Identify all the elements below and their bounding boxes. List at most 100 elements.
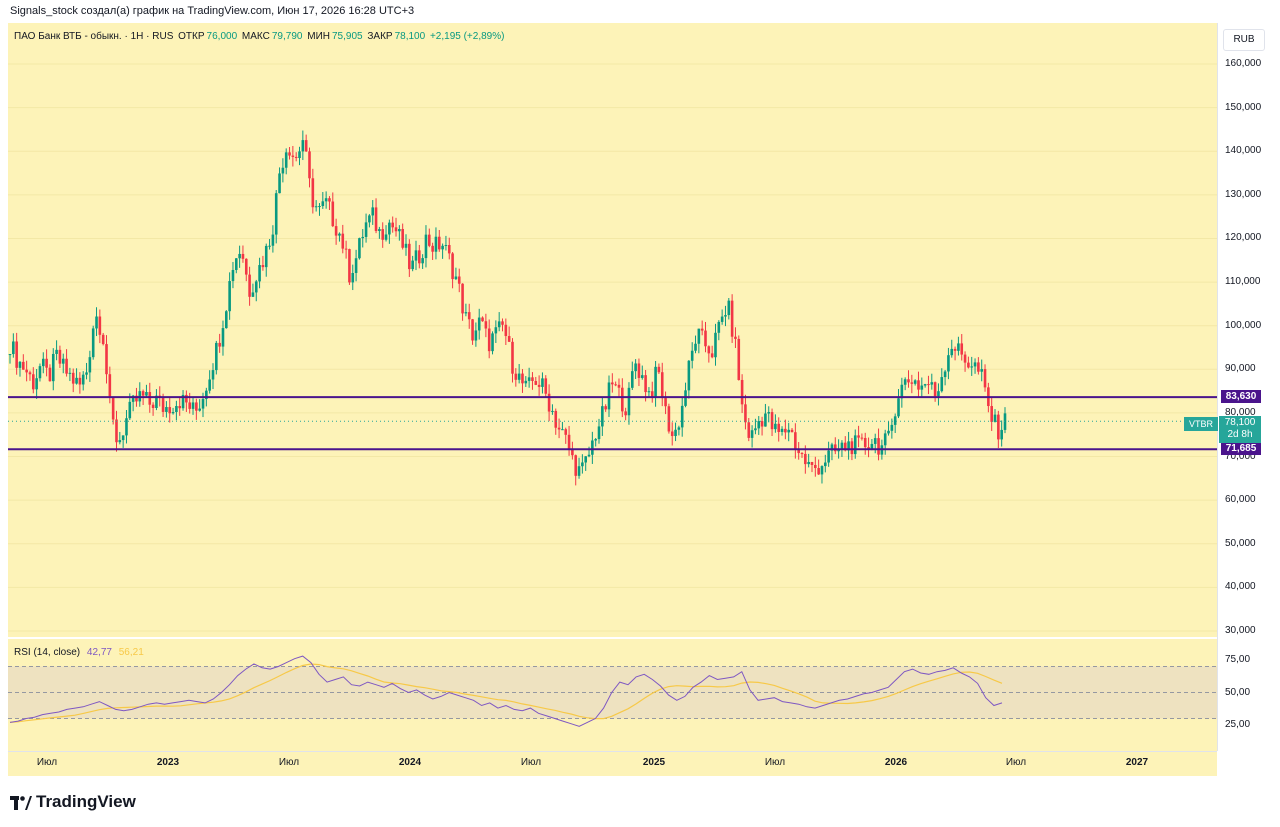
candle-body (657, 366, 661, 373)
candle-body (228, 281, 231, 312)
candle-body (501, 321, 504, 325)
candle-body (205, 390, 208, 400)
candle-body (740, 379, 744, 405)
candle-body (654, 366, 657, 398)
candle-body (777, 423, 781, 432)
candle-body (940, 377, 944, 392)
level-label-upper[interactable]: 83,630 (1221, 390, 1261, 404)
candle-body (527, 377, 531, 381)
candle-body (278, 173, 281, 194)
candle-body (368, 215, 371, 223)
candle-body (464, 312, 468, 314)
candle-body (198, 408, 201, 411)
candle-body (521, 373, 524, 384)
candle-body (867, 447, 870, 449)
time-tick-label: Июл (1005, 757, 1027, 768)
time-tick-label: Июл (36, 757, 58, 768)
candle-body (108, 374, 112, 398)
candle-body (318, 206, 321, 208)
candle-body (467, 312, 471, 320)
price-tick-label: 130,000 (1225, 188, 1262, 200)
candle-body (977, 362, 980, 372)
candle-body (341, 233, 345, 249)
candle-body (125, 418, 128, 436)
time-tick-label: 2023 (156, 757, 180, 768)
candle-body (943, 371, 947, 378)
candle-body (611, 382, 614, 385)
candle-body (71, 372, 75, 384)
candle-body (408, 243, 411, 270)
candle-body (61, 358, 65, 364)
candle-body (301, 140, 305, 152)
candle-body (334, 226, 338, 236)
currency-button[interactable]: RUB (1223, 29, 1265, 51)
candle-body (644, 375, 647, 393)
candle-body (451, 253, 454, 280)
candle-body (185, 394, 188, 403)
time-axis[interactable] (8, 751, 1217, 776)
candle-body (18, 361, 22, 368)
candle-body (141, 391, 145, 396)
candle-body (690, 350, 694, 361)
candle-body (664, 398, 667, 407)
candle-body (784, 428, 787, 433)
candle-body (730, 300, 734, 337)
candle-body (394, 227, 398, 232)
candle-body (714, 332, 717, 358)
legend-change: +2,195 (+2,89%) (429, 31, 505, 42)
candle-body (151, 404, 155, 408)
candle-body (118, 440, 122, 443)
candle-body (101, 334, 105, 345)
candle-body (238, 253, 241, 259)
candle-body (973, 362, 977, 367)
candle-body (857, 435, 860, 438)
candle-body (850, 441, 854, 455)
candle-body (288, 152, 291, 156)
candle-body (587, 454, 591, 457)
candle-body (917, 380, 920, 390)
price-tick-label: 100,000 (1225, 319, 1262, 331)
candle-body (254, 281, 258, 293)
price-axis[interactable] (1217, 23, 1271, 751)
candle-body (371, 207, 375, 216)
candle-body (55, 349, 58, 354)
price-pane[interactable] (8, 23, 1217, 637)
candle-body (105, 344, 108, 375)
candle-body (404, 243, 408, 248)
price-tick-label: 90,000 (1225, 363, 1256, 375)
tradingview-logo[interactable]: TradingView (10, 792, 136, 812)
candle-body (15, 341, 18, 368)
candle-body (388, 222, 391, 235)
candle-body (863, 437, 867, 448)
candle-body (561, 429, 564, 431)
candle-body (744, 404, 747, 423)
candle-body (454, 276, 458, 280)
rsi-line (9, 655, 1003, 727)
candle-body (564, 429, 568, 435)
candle-body (201, 399, 205, 409)
candle-body (754, 428, 757, 431)
candle-body (953, 348, 957, 351)
candle-body (597, 426, 601, 440)
candle-body (547, 393, 551, 412)
candle-body (88, 357, 92, 373)
candle-body (907, 379, 910, 383)
candle-body (833, 444, 837, 452)
candle-body (181, 394, 185, 409)
candle-body (331, 201, 335, 227)
candle-body (358, 238, 361, 259)
candle-body (231, 269, 235, 282)
price-tick-label: 70,000 (1225, 450, 1256, 462)
candle-body (870, 443, 874, 449)
candle-body (491, 333, 494, 352)
rsi-tick-label: 50,00 (1225, 686, 1251, 698)
price-tick-label: 50,000 (1225, 537, 1256, 549)
candle-body (903, 379, 907, 385)
candle-body (950, 348, 954, 356)
legend-open: 76,000 (206, 31, 238, 42)
candle-body (947, 355, 950, 372)
candle-body (411, 260, 414, 270)
candle-body (750, 430, 754, 438)
level-label-lower[interactable]: 71,685 (1221, 442, 1261, 456)
candle-body (804, 453, 807, 465)
